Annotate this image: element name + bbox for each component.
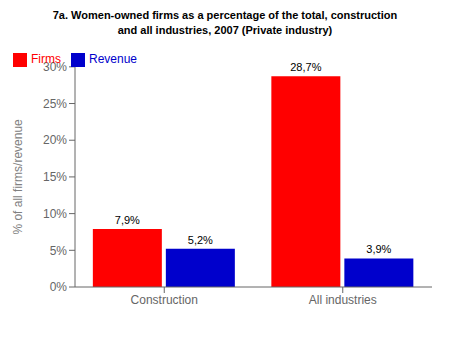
svg-text:10%: 10% bbox=[43, 207, 67, 221]
svg-text:% of all firms/revenue: % of all firms/revenue bbox=[11, 119, 25, 235]
svg-text:25%: 25% bbox=[43, 97, 67, 111]
svg-text:5%: 5% bbox=[50, 244, 68, 258]
svg-text:28,7%: 28,7% bbox=[290, 61, 321, 73]
svg-text:3,9%: 3,9% bbox=[366, 243, 391, 255]
svg-text:15%: 15% bbox=[43, 170, 67, 184]
svg-text:7,9%: 7,9% bbox=[115, 214, 140, 226]
svg-text:Construction: Construction bbox=[131, 293, 198, 307]
svg-text:0%: 0% bbox=[50, 280, 68, 294]
svg-text:5,2%: 5,2% bbox=[188, 234, 213, 246]
svg-text:20%: 20% bbox=[43, 133, 67, 147]
svg-text:All industries: All industries bbox=[309, 293, 377, 307]
svg-text:30%: 30% bbox=[43, 60, 67, 74]
